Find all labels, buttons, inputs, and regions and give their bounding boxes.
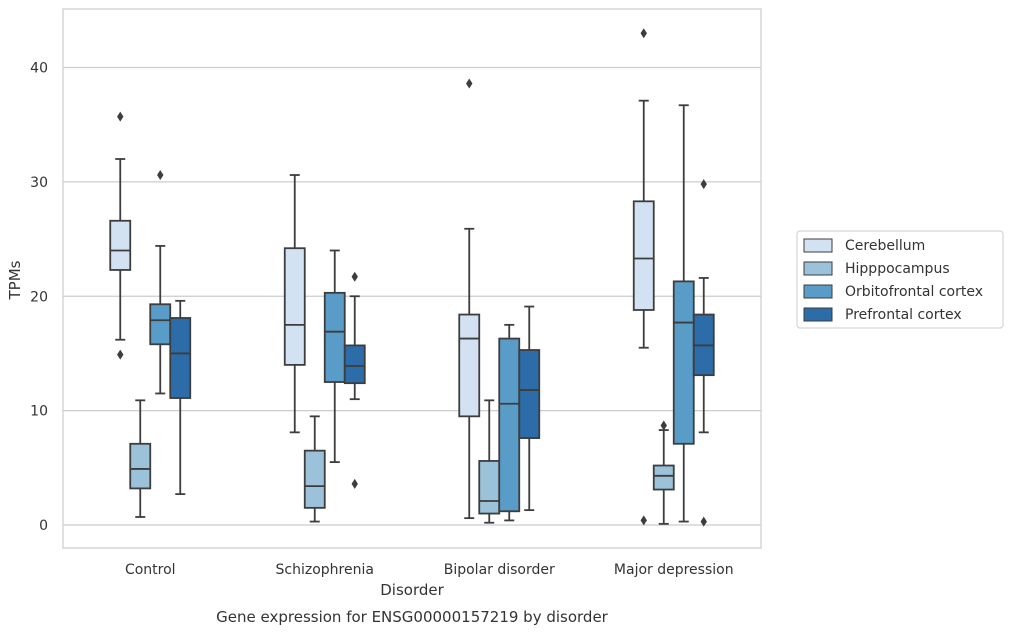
box xyxy=(323,291,346,383)
legend-label: Cerebellum xyxy=(845,238,925,254)
x-tick-labels: Control Schizophrenia Bipolar disorder Majo… xyxy=(125,562,734,578)
box-item xyxy=(303,415,326,523)
box-item xyxy=(478,399,501,524)
x-tick-label: Control xyxy=(125,562,176,578)
y-tick-label: 0 xyxy=(39,518,48,534)
box xyxy=(129,442,152,490)
legend-swatch xyxy=(803,307,833,322)
box xyxy=(109,219,132,271)
outlier-point xyxy=(700,179,707,190)
outlier-point xyxy=(660,420,667,431)
box xyxy=(343,344,366,385)
box xyxy=(652,464,675,491)
series-orbitofrontal-cortex xyxy=(149,104,695,523)
legend-label: Hipppocampus xyxy=(845,261,950,277)
box xyxy=(169,317,192,399)
legend-label: Orbitofrontal cortex xyxy=(845,284,983,300)
box xyxy=(518,349,541,439)
outlier-point xyxy=(466,78,473,89)
legend-item: Orbitofrontal cortex xyxy=(803,284,983,300)
series-hipppocampus xyxy=(129,399,675,525)
legend-swatch xyxy=(803,284,833,299)
box-item xyxy=(692,179,715,527)
x-tick-label: Schizophrenia xyxy=(276,562,374,578)
y-tick-label: 40 xyxy=(30,61,48,77)
outlier-point xyxy=(117,349,124,360)
series-prefrontal-cortex xyxy=(169,179,715,527)
x-axis-title: Disorder xyxy=(380,581,444,599)
legend: Cerebellum Hipppocampus Orbitofrontal cort… xyxy=(796,230,1004,329)
box-item xyxy=(283,174,306,434)
y-tick-label: 20 xyxy=(30,289,48,305)
box xyxy=(478,460,501,515)
box-item xyxy=(672,104,695,523)
box-item xyxy=(343,271,366,489)
box-item xyxy=(149,170,172,395)
series-cerebellum xyxy=(109,28,655,526)
box-item xyxy=(518,305,541,512)
box xyxy=(458,313,481,418)
x-tick-label: Bipolar disorder xyxy=(444,562,555,578)
y-axis-title: TPMs xyxy=(6,260,24,300)
outlier-point xyxy=(351,478,358,489)
box-groups xyxy=(109,28,715,527)
legend-item: Cerebellum xyxy=(803,238,925,254)
box xyxy=(303,449,326,509)
box xyxy=(632,200,655,311)
box-item xyxy=(129,399,152,518)
box-item xyxy=(109,111,132,360)
outlier-point xyxy=(157,170,164,181)
box xyxy=(672,280,695,445)
box-item xyxy=(632,28,655,526)
outlier-point xyxy=(351,271,358,282)
box xyxy=(498,337,521,513)
box-item xyxy=(498,323,521,522)
chart-caption: Gene expression for ENSG00000157219 by d… xyxy=(216,608,609,626)
y-tick-labels: 0 10 20 30 40 xyxy=(30,61,48,535)
y-tick-label: 30 xyxy=(30,175,48,191)
legend-item: Prefrontal cortex xyxy=(803,307,962,323)
y-tick-label: 10 xyxy=(30,404,48,420)
outlier-point xyxy=(700,516,707,527)
legend-label: Prefrontal cortex xyxy=(845,307,962,323)
box-item xyxy=(458,78,481,520)
outlier-point xyxy=(640,28,647,39)
outlier-point xyxy=(640,515,647,526)
box xyxy=(283,247,306,366)
grid-lines xyxy=(63,66,761,526)
box-item xyxy=(169,299,192,496)
legend-frame xyxy=(796,230,1004,329)
legend-swatch xyxy=(803,238,833,253)
legend-item: Hipppocampus xyxy=(803,261,950,277)
box xyxy=(149,303,172,346)
legend-swatch xyxy=(803,261,833,276)
box-item xyxy=(323,249,346,463)
x-tick-label: Major depression xyxy=(614,562,734,578)
box-item xyxy=(652,420,675,525)
outlier-point xyxy=(117,111,124,122)
